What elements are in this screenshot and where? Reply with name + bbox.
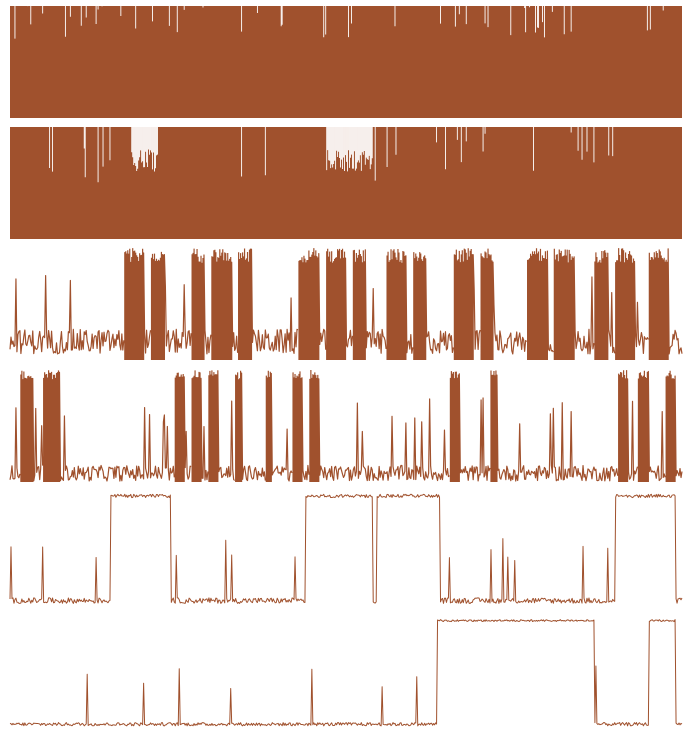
trace-fill-2 — [10, 127, 682, 239]
trace-line-6 — [9, 619, 683, 727]
panels-group — [9, 6, 683, 727]
trace-line-3 — [9, 248, 683, 360]
trace-line-5 — [9, 493, 683, 604]
trace-gaps-2 — [49, 127, 614, 183]
trace-line-4 — [9, 370, 683, 482]
trace-gaps-1 — [14, 6, 664, 39]
trace-fill-1 — [10, 6, 682, 118]
